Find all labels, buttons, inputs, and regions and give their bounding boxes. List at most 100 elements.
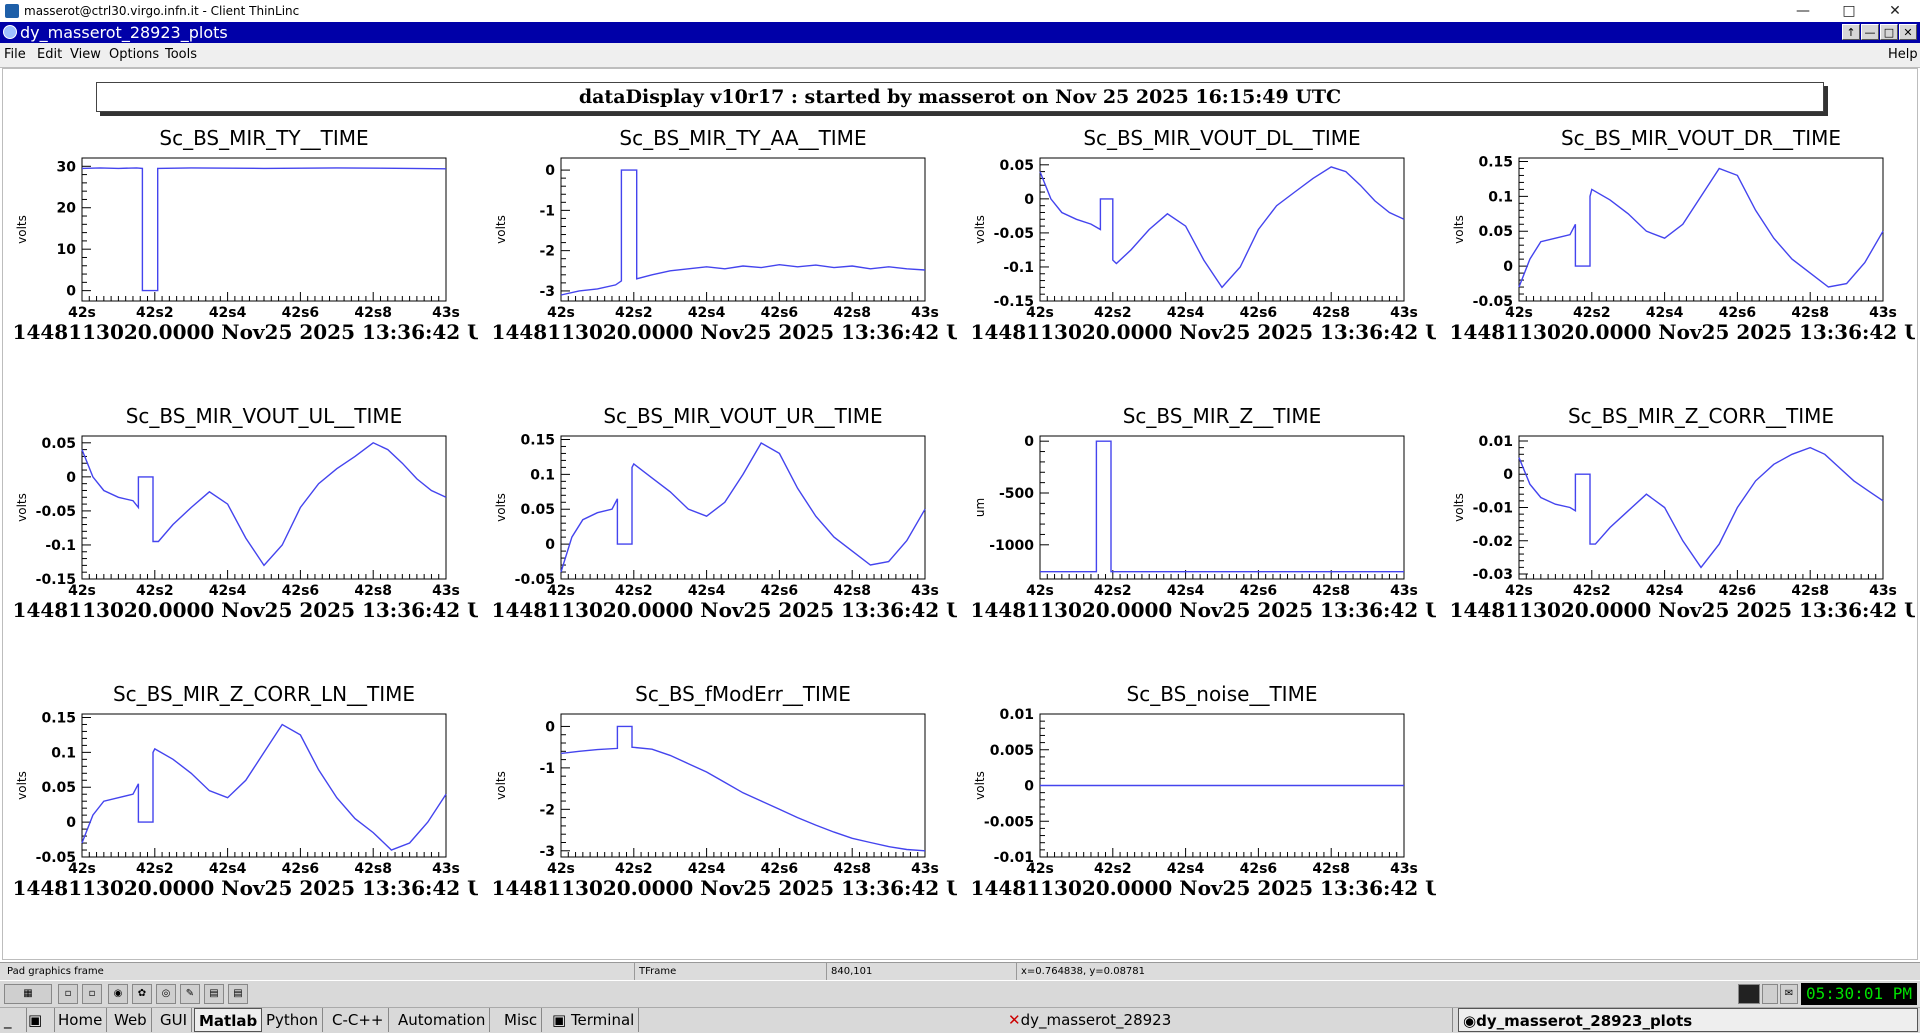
plot-ylabel: volts [973, 771, 987, 800]
settings-launcher-icon[interactable]: ✿ [132, 984, 152, 1004]
x-tick-label: 42s8 [1791, 583, 1829, 599]
table-launcher-icon[interactable]: ▤ [228, 984, 248, 1004]
x-tick-label: 42s2 [615, 583, 653, 599]
taskbar-window-list-icon[interactable]: ▣ [24, 1008, 55, 1032]
menu-file[interactable]: File [4, 47, 26, 62]
taskbar-minimize-icon[interactable]: _ [0, 1008, 27, 1032]
plot-frame [1039, 157, 1405, 302]
x-tick-label: 42s8 [354, 583, 392, 599]
plot-pad-4[interactable]: Sc_BS_MIR_VOUT_DR__TIME volts 0.15 0.1 0.05 0… [1437, 123, 1915, 401]
maximize-button[interactable]: □ [1842, 3, 1856, 19]
menu-options[interactable]: Options [109, 47, 160, 62]
plot-frame [1518, 157, 1884, 302]
x-tick-label: 42s6 [282, 305, 320, 321]
plot-title: Sc_BS_MIR_VOUT_UR__TIME [603, 404, 882, 428]
y-tick-label: 20 [57, 201, 77, 217]
taskbar-desk-cpp[interactable]: C-C++ [328, 1008, 389, 1032]
taskbar-desk-misc[interactable]: Misc [500, 1008, 543, 1032]
y-tick-label: 0.1 [51, 745, 76, 761]
taskbar-desk-automation[interactable]: Automation [394, 1008, 491, 1032]
x-tick-label: 42s8 [833, 583, 871, 599]
x-tick-label: 42s [68, 305, 96, 321]
plot-xlabel: 1448113020.0000 Nov25 2025 13:36:42 UTC [971, 876, 1436, 900]
raise-button[interactable]: ↑ [1842, 24, 1860, 40]
browser-launcher-icon[interactable]: ◉ [108, 984, 128, 1004]
taskbar-desk-matlab[interactable]: Matlab [194, 1008, 263, 1032]
chart-launcher-icon[interactable]: ▤ [204, 984, 224, 1004]
minimize-button[interactable]: — [1796, 3, 1810, 19]
window-x-icon: ✕ [1008, 1011, 1021, 1029]
desktop-logo-icon[interactable]: ▦ [4, 984, 52, 1004]
y-tick-label: 30 [57, 159, 77, 175]
y-tick-label: 0.05 [999, 158, 1034, 174]
plot-frame [1518, 435, 1884, 580]
menu-view[interactable]: View [70, 47, 101, 62]
plot-pad-7[interactable]: Sc_BS_MIR_Z__TIME um 0 -500 -1000 42s 42s2 42s4… [958, 401, 1436, 679]
series-line [81, 167, 447, 292]
x-tick-label: 43s [911, 861, 939, 877]
taskbar-desk-python[interactable]: Python [262, 1008, 323, 1032]
plot-title: Sc_BS_MIR_Z_CORR__TIME [1568, 404, 1834, 428]
status-bar: Pad graphics frame TFrame 840,101 x=0.76… [0, 962, 1920, 980]
editor-launcher-icon[interactable]: ✎ [180, 984, 200, 1004]
mail-icon[interactable]: ✉ [1780, 984, 1798, 1004]
inner-maximize-button[interactable]: □ [1880, 24, 1898, 40]
x-tick-label: 42s8 [354, 861, 392, 877]
plot-xlabel: 1448113020.0000 Nov25 2025 13:36:42 UTC [1450, 320, 1915, 344]
plot-pad-11[interactable]: Sc_BS_noise__TIME volts 0.01 0.005 0 -0.005 -0… [958, 679, 1436, 957]
taskbar-terminal[interactable]: ▣ Terminal [548, 1008, 640, 1032]
plot-pad-9[interactable]: Sc_BS_MIR_Z_CORR_LN__TIME volts 0.15 0.1 0.0… [0, 679, 478, 957]
plot-xlabel: 1448113020.0000 Nov25 2025 13:36:42 UTC [492, 320, 957, 344]
y-tick-label: -2 [539, 802, 555, 818]
plot-pad-10[interactable]: Sc_BS_fModErr__TIME volts 0 -1 -2 -3 42s 42s2 42… [479, 679, 957, 957]
plot-pad-1[interactable]: Sc_BS_MIR_TY__TIME volts 30 20 10 0 42s 42s2 42s… [0, 123, 478, 401]
launcher-icon[interactable]: ▫ [58, 984, 78, 1004]
plot-pad-3[interactable]: Sc_BS_MIR_VOUT_DL__TIME volts 0.05 0 -0.05 -0… [958, 123, 1436, 401]
plot-pad-2[interactable]: Sc_BS_MIR_TY_AA__TIME volts 0 -1 -2 -3 42s 42s2… [479, 123, 957, 401]
inner-minimize-button[interactable]: — [1861, 24, 1879, 40]
plot-ylabel: volts [494, 215, 508, 244]
taskbar-desk-web[interactable]: Web [110, 1008, 152, 1032]
x-tick-label: 42s [1026, 861, 1054, 877]
taskbar-desk-home[interactable]: Home [54, 1008, 108, 1032]
taskbar-window-dy[interactable]: ✕dy_masserot_28923 [1004, 1008, 1453, 1032]
status-coord: x=0.764838, y=0.08781 [1016, 963, 1145, 980]
taskbar-desk-gui[interactable]: GUI [156, 1008, 193, 1032]
x-tick-label: 42s [1026, 583, 1054, 599]
web-launcher-icon[interactable]: ◎ [156, 984, 176, 1004]
taskbar-window-plots[interactable]: ◉dy_masserot_28923_plots [1458, 1008, 1918, 1032]
series-line [560, 169, 926, 296]
plot-pad-8[interactable]: Sc_BS_MIR_Z_CORR__TIME volts 0.01 0 -0.01 -0.… [1437, 401, 1915, 679]
y-tick-label: -0.05 [1473, 294, 1513, 310]
y-tick-label: 0.15 [520, 432, 555, 448]
plot-pad-5[interactable]: Sc_BS_MIR_VOUT_UL__TIME volts 0.05 0 -0.05 -0… [0, 401, 478, 679]
cpu-monitor-icon [1738, 984, 1760, 1004]
x-tick-label: 42s6 [761, 583, 799, 599]
menu-edit[interactable]: Edit [37, 47, 63, 62]
x-tick-label: 42s8 [1312, 305, 1350, 321]
y-tick-label: -3 [539, 844, 555, 860]
x-tick-label: 42s4 [209, 583, 247, 599]
x-tick-label: 42s [547, 583, 575, 599]
x-tick-label: 42s8 [833, 305, 871, 321]
x-tick-label: 42s4 [1646, 305, 1684, 321]
y-tick-label: 0.15 [41, 710, 76, 726]
plot-title: Sc_BS_MIR_Z__TIME [1123, 404, 1322, 428]
canvas-header: dataDisplay v10r17 : started by masserot… [96, 82, 1824, 112]
plot-pad-6[interactable]: Sc_BS_MIR_VOUT_UR__TIME volts 0.15 0.1 0.05 0… [479, 401, 957, 679]
y-tick-label: -0.15 [994, 294, 1034, 310]
inner-close-button[interactable]: ✕ [1899, 24, 1917, 40]
menu-help[interactable]: Help [1888, 47, 1918, 62]
terminal-launcher-icon[interactable]: ▫ [82, 984, 102, 1004]
plot-title: Sc_BS_MIR_VOUT_UL__TIME [126, 404, 403, 428]
y-tick-label: 0.01 [999, 707, 1034, 723]
close-button[interactable]: ✕ [1889, 3, 1901, 19]
x-tick-label: 42s [1026, 305, 1054, 321]
system-tray: ▦ ▫ ▫ ◉ ✿ ◎ ✎ ▤ ▤ ✉ 05:30:01 PM [0, 980, 1920, 1008]
plot-xlabel: 1448113020.0000 Nov25 2025 13:36:42 UTC [971, 320, 1436, 344]
menu-tools[interactable]: Tools [165, 47, 198, 62]
x-tick-label: 43s [432, 305, 460, 321]
